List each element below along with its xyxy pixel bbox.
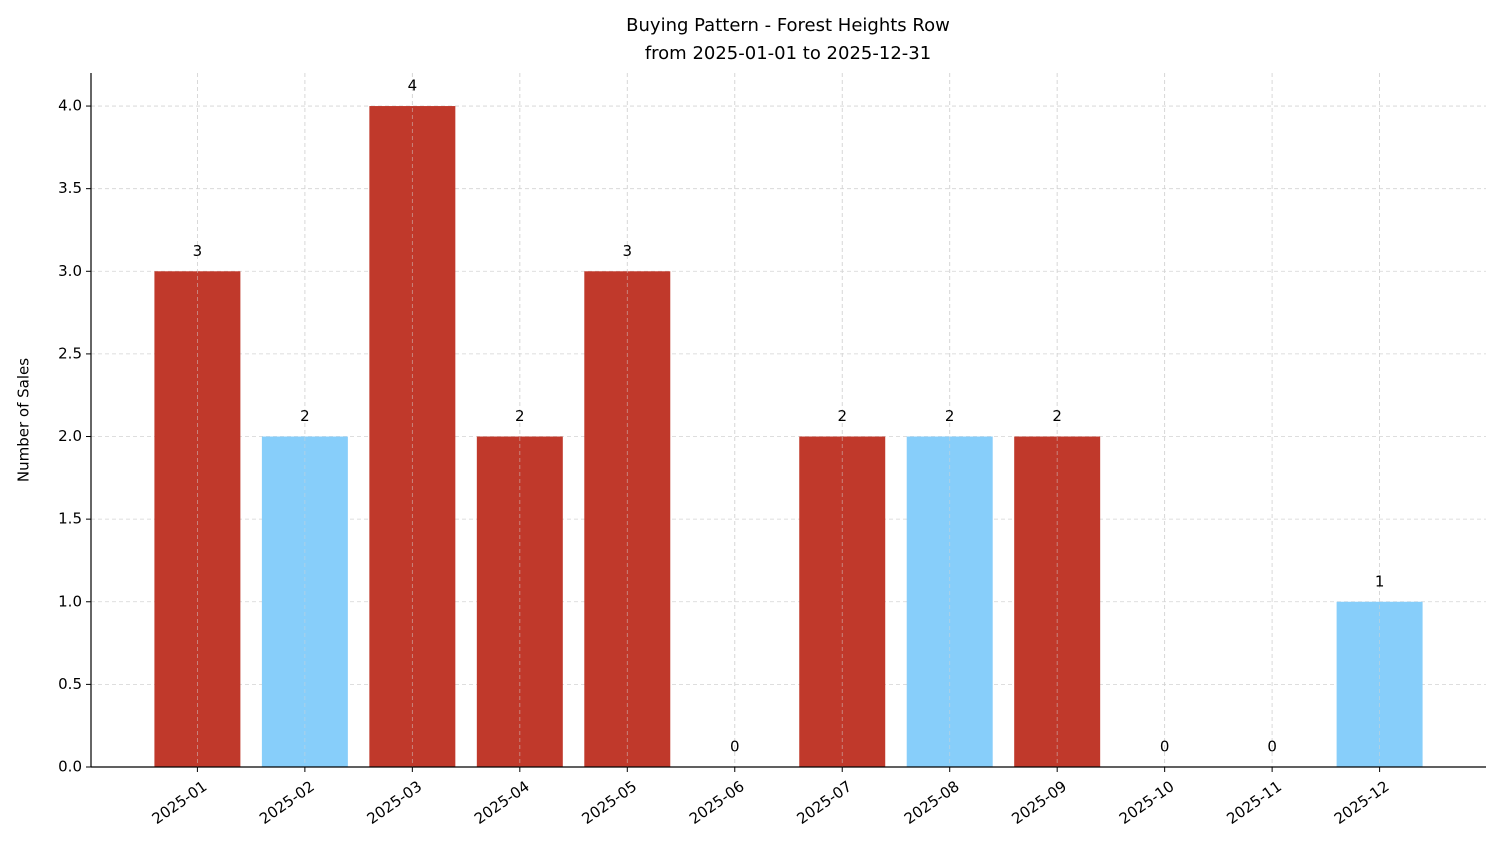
x-tick-label: 2025-12 [1331,777,1393,828]
y-axis-label: Number of Sales [15,358,33,482]
value-label: 2 [515,407,525,425]
value-label: 3 [193,242,203,260]
y-tick-label: 2.5 [58,344,82,362]
value-label: 2 [945,407,955,425]
x-tick-label: 2025-02 [256,777,318,828]
x-tick-label: 2025-05 [578,777,640,828]
value-label: 2 [300,407,310,425]
x-tick-label: 2025-06 [686,777,748,828]
chart-subtitle: from 2025-01-01 to 2025-12-31 [645,43,931,64]
chart-title: Buying Pattern - Forest Heights Row [626,15,950,36]
x-tick-label: 2025-08 [901,777,963,828]
y-tick-label: 3.0 [58,262,82,280]
x-tick-label: 2025-03 [364,777,426,828]
x-tick-label: 2025-10 [1116,777,1178,828]
y-tick-label: 3.5 [58,179,82,197]
y-tick-label: 4.0 [58,97,82,115]
value-label: 2 [1052,407,1062,425]
x-tick-label: 2025-01 [149,777,211,828]
y-tick-label: 2.0 [58,427,82,445]
value-label: 2 [837,407,847,425]
value-label: 1 [1375,572,1385,590]
value-label: 3 [623,242,633,260]
x-tick-label: 2025-07 [793,777,855,828]
value-label: 0 [730,738,740,756]
y-tick-label: 0.0 [58,758,82,776]
x-tick-label: 2025-04 [471,777,533,828]
y-tick-label: 0.5 [58,675,82,693]
bar [369,106,456,768]
value-label: 0 [1160,738,1170,756]
value-label: 4 [408,77,418,95]
value-label: 0 [1267,738,1277,756]
y-tick-label: 1.5 [58,510,82,528]
y-tick-label: 1.0 [58,592,82,610]
x-tick-label: 2025-11 [1223,777,1285,828]
x-tick-label: 2025-09 [1008,777,1070,828]
